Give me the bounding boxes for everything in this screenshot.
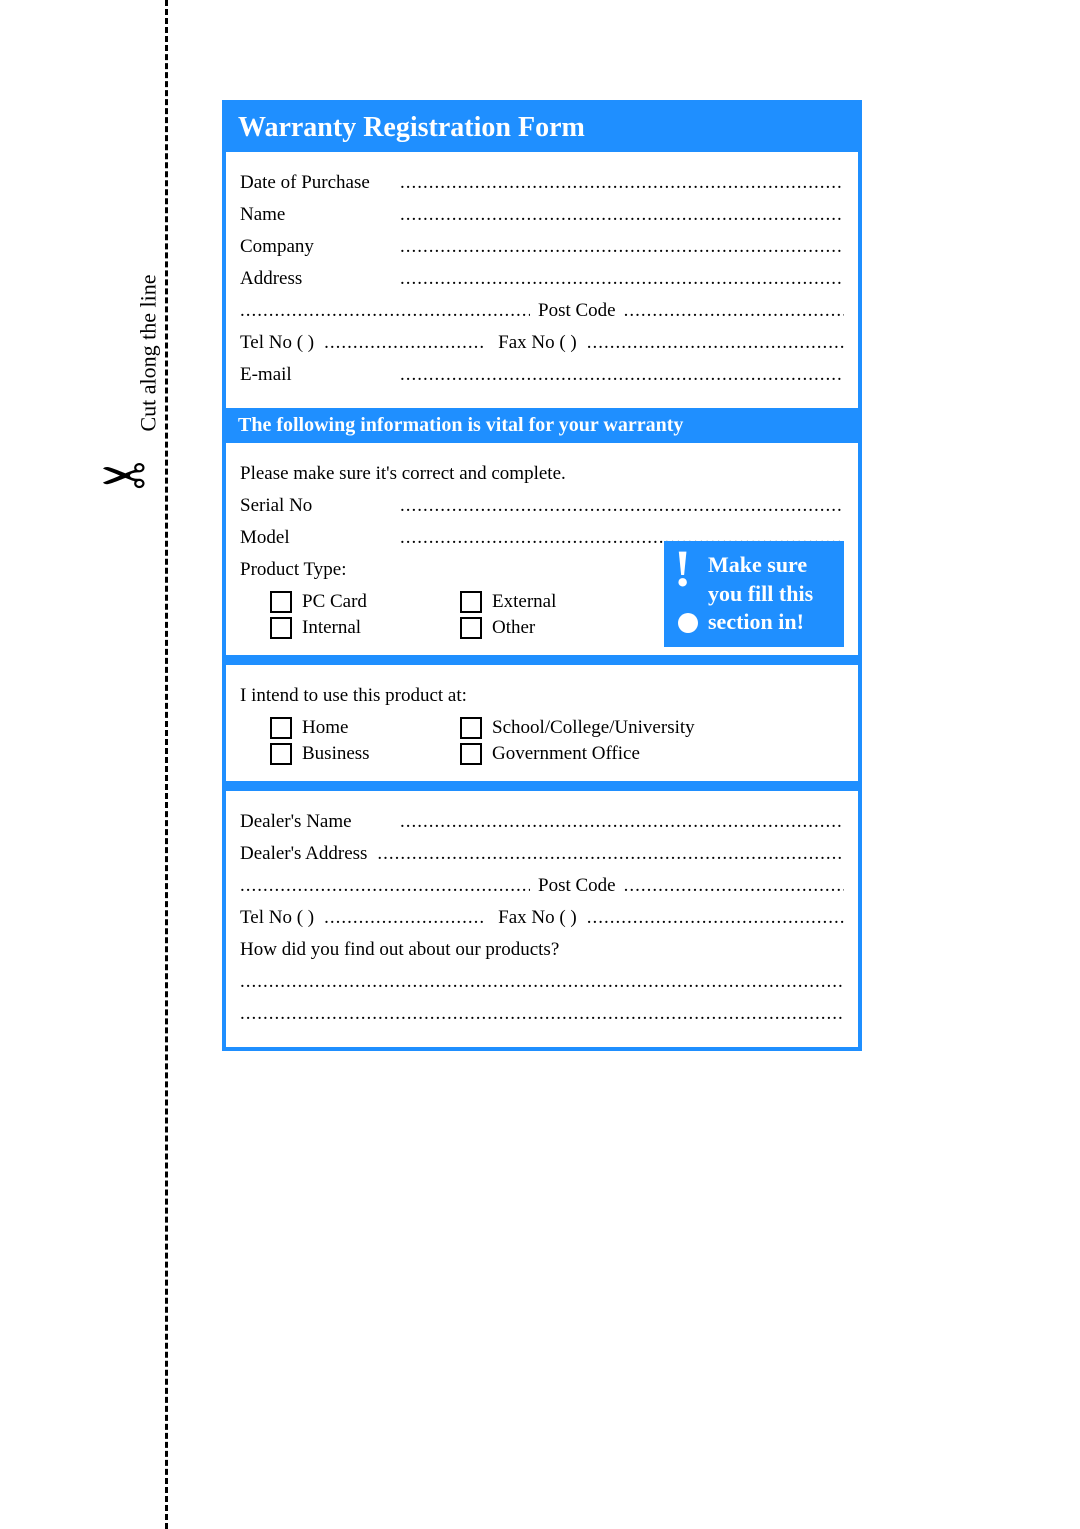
label-dealer-name: Dealer's Name xyxy=(240,811,400,833)
label-address: Address xyxy=(240,268,400,290)
label-school: School/College/University xyxy=(492,717,695,739)
instruction-text: Please make sure it's correct and comple… xyxy=(240,463,844,485)
callout-line3: section in! xyxy=(708,608,830,637)
callout-fill-section: ! Make sure you fill this section in! xyxy=(664,541,844,647)
option-business[interactable]: Business xyxy=(270,743,460,765)
checkbox-icon xyxy=(270,591,292,613)
label-email: E-mail xyxy=(240,364,400,386)
option-school[interactable]: School/College/University xyxy=(460,717,695,739)
option-internal[interactable]: Internal xyxy=(270,617,460,639)
cut-label-wrap: Cut along the line xyxy=(80,260,110,286)
label-model: Model xyxy=(240,527,400,549)
cut-along-line-label: Cut along the line xyxy=(136,274,162,431)
field-find-out-1[interactable] xyxy=(240,971,844,993)
option-gov[interactable]: Government Office xyxy=(460,743,640,765)
label-external: External xyxy=(492,591,556,613)
label-home: Home xyxy=(302,717,348,739)
checkbox-icon xyxy=(460,591,482,613)
warranty-form: Warranty Registration Form Date of Purch… xyxy=(222,100,862,1051)
section-warranty-info: Please make sure it's correct and comple… xyxy=(226,443,858,655)
label-fax-no: Fax No ( ) xyxy=(484,332,587,354)
field-address-2[interactable] xyxy=(240,300,530,322)
checkbox-icon xyxy=(460,617,482,639)
option-pc-card[interactable]: PC Card xyxy=(270,591,460,613)
label-name: Name xyxy=(240,204,400,226)
field-dealer-post-code[interactable] xyxy=(624,875,844,897)
checkbox-icon xyxy=(270,617,292,639)
label-business: Business xyxy=(302,743,370,765)
label-date-of-purchase: Date of Purchase xyxy=(240,172,400,194)
callout-line1: Make sure xyxy=(708,551,830,580)
section-usage: I intend to use this product at: Home Sc… xyxy=(226,665,858,781)
checkbox-icon xyxy=(460,717,482,739)
field-dealer-tel[interactable] xyxy=(324,907,484,929)
field-dealer-name[interactable] xyxy=(400,811,844,833)
checkbox-icon xyxy=(460,743,482,765)
label-find-out: How did you find out about our products? xyxy=(240,939,844,961)
label-other: Other xyxy=(492,617,535,639)
section-dealer: Dealer's Name Dealer's Address Post Code… xyxy=(226,791,858,1047)
field-company[interactable] xyxy=(400,236,844,258)
label-intend-use: I intend to use this product at: xyxy=(240,685,844,707)
label-dealer-address: Dealer's Address xyxy=(240,843,377,865)
field-dealer-fax[interactable] xyxy=(587,907,844,929)
checkbox-icon xyxy=(270,717,292,739)
field-find-out-2[interactable] xyxy=(240,1003,844,1025)
field-address-1[interactable] xyxy=(400,268,844,290)
field-date-of-purchase[interactable] xyxy=(400,172,844,194)
label-post-code: Post Code xyxy=(530,300,624,322)
subheader-vital: The following information is vital for y… xyxy=(226,408,858,443)
field-name[interactable] xyxy=(400,204,844,226)
exclamation-dot-icon xyxy=(678,613,698,633)
label-dealer-post-code: Post Code xyxy=(530,875,624,897)
label-tel-no: Tel No ( ) xyxy=(240,332,324,354)
field-dealer-address-1[interactable] xyxy=(377,843,844,865)
option-home[interactable]: Home xyxy=(270,717,460,739)
label-internal: Internal xyxy=(302,617,361,639)
field-dealer-address-2[interactable] xyxy=(240,875,530,897)
label-dealer-tel: Tel No ( ) xyxy=(240,907,324,929)
checkbox-icon xyxy=(270,743,292,765)
label-pc-card: PC Card xyxy=(302,591,367,613)
field-email[interactable] xyxy=(400,364,844,386)
callout-line2: you fill this xyxy=(708,580,830,609)
field-tel-no[interactable] xyxy=(324,332,484,354)
label-dealer-fax: Fax No ( ) xyxy=(484,907,587,929)
label-serial-no: Serial No xyxy=(240,495,400,517)
section-customer: Date of Purchase Name Company Address Po… xyxy=(226,152,858,408)
label-company: Company xyxy=(240,236,400,258)
exclamation-icon: ! xyxy=(674,547,691,594)
field-serial-no[interactable] xyxy=(400,495,844,517)
field-post-code[interactable] xyxy=(624,300,844,322)
divider-bar xyxy=(226,781,858,791)
field-fax-no[interactable] xyxy=(587,332,844,354)
scissors-icon: ✂ xyxy=(100,450,147,506)
form-title: Warranty Registration Form xyxy=(226,104,858,152)
label-gov: Government Office xyxy=(492,743,640,765)
divider-bar xyxy=(226,655,858,665)
cut-line xyxy=(165,0,168,1529)
